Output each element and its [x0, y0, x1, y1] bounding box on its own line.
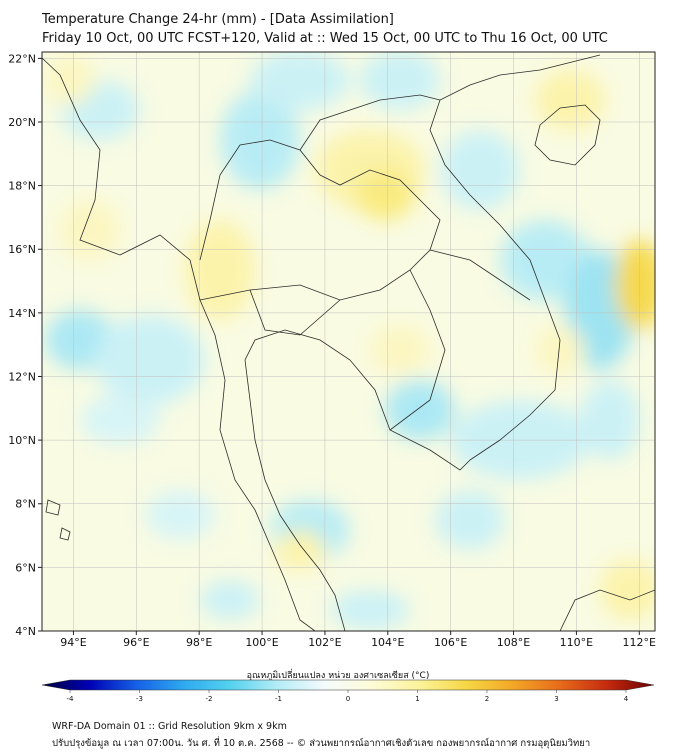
- colorbar-canvas: -4 -3 -2 -1 0 1 2 3 4: [41, 679, 655, 703]
- lat-tick-label: 10°N: [8, 434, 36, 447]
- colorbar-ticks: -4 -3 -2 -1 0 1 2 3 4: [67, 690, 629, 703]
- lon-tick-label: 112°E: [623, 636, 656, 649]
- lon-tick-label: 110°E: [560, 636, 593, 649]
- colorbar-tick-label: 3: [554, 695, 558, 703]
- lon-tick-label: 102°E: [308, 636, 341, 649]
- lat-tick-label: 16°N: [8, 243, 36, 256]
- lat-tick-label: 12°N: [8, 370, 36, 383]
- lat-tick-label: 20°N: [8, 116, 36, 129]
- lon-tick-label: 94°E: [60, 636, 86, 649]
- lon-tick-label: 98°E: [186, 636, 212, 649]
- temperature-field: [45, 52, 655, 630]
- map-frame: [41, 51, 656, 632]
- colorbar-title: อุณหภูมิเปลี่ยนแปลง หน่วย องศาเซลเซียส (…: [246, 671, 430, 681]
- lon-tick-label: 100°E: [245, 636, 278, 649]
- map-canvas: 94°E 96°E 98°E 100°E 102°E 104°E 106°E 108°E 110…: [8, 51, 656, 649]
- colorbar: -4 -3 -2 -1 0 1 2 3 4: [0, 660, 676, 720]
- footer-domain-info: WRF-DA Domain 01 :: Grid Resolution 9km …: [52, 721, 287, 732]
- map-title: Temperature Change 24-hr (mm) - [Data As…: [42, 12, 394, 27]
- colorbar-tick-label: 4: [624, 695, 629, 703]
- lon-tick-label: 106°E: [434, 636, 467, 649]
- lat-tick-label: 14°N: [8, 307, 36, 320]
- lat-tick-label: 6°N: [15, 561, 36, 574]
- lat-tick-label: 8°N: [15, 498, 36, 511]
- map-subtitle: Friday 10 Oct, 00 UTC FCST+120, Valid at…: [42, 31, 608, 46]
- lat-tick-label: 18°N: [8, 180, 36, 193]
- map-panel: 94°E 96°E 98°E 100°E 102°E 104°E 106°E 108°E 110…: [8, 51, 656, 649]
- lon-tick-label: 108°E: [497, 636, 530, 649]
- colorbar-tick-label: -1: [275, 695, 282, 703]
- lon-tick-label: 96°E: [123, 636, 149, 649]
- coastlines: [42, 54, 655, 631]
- colorbar-tick-label: -3: [136, 695, 143, 703]
- footer-update-info: ปรับปรุงข้อมูล ณ เวลา 07:00น. วัน ศ. ที่…: [52, 738, 591, 749]
- colorbar-tick-label: 0: [346, 695, 350, 703]
- lat-tick-label: 4°N: [15, 625, 36, 638]
- colorbar-tick-label: 1: [415, 695, 419, 703]
- longitude-axis: 94°E 96°E 98°E 100°E 102°E 104°E 106°E 108°E 110…: [60, 631, 656, 649]
- lon-tick-label: 104°E: [371, 636, 404, 649]
- latitude-axis: 22°N 20°N 18°N 16°N 14°N 12°N 10°N 8°N 6°N 4°N: [8, 52, 42, 638]
- colorbar-tick-label: 2: [485, 695, 489, 703]
- lat-tick-label: 22°N: [8, 52, 36, 65]
- colorbar-tick-label: -2: [206, 695, 213, 703]
- colorbar-tick-label: -4: [67, 695, 75, 703]
- colorbar-strip: [41, 679, 655, 691]
